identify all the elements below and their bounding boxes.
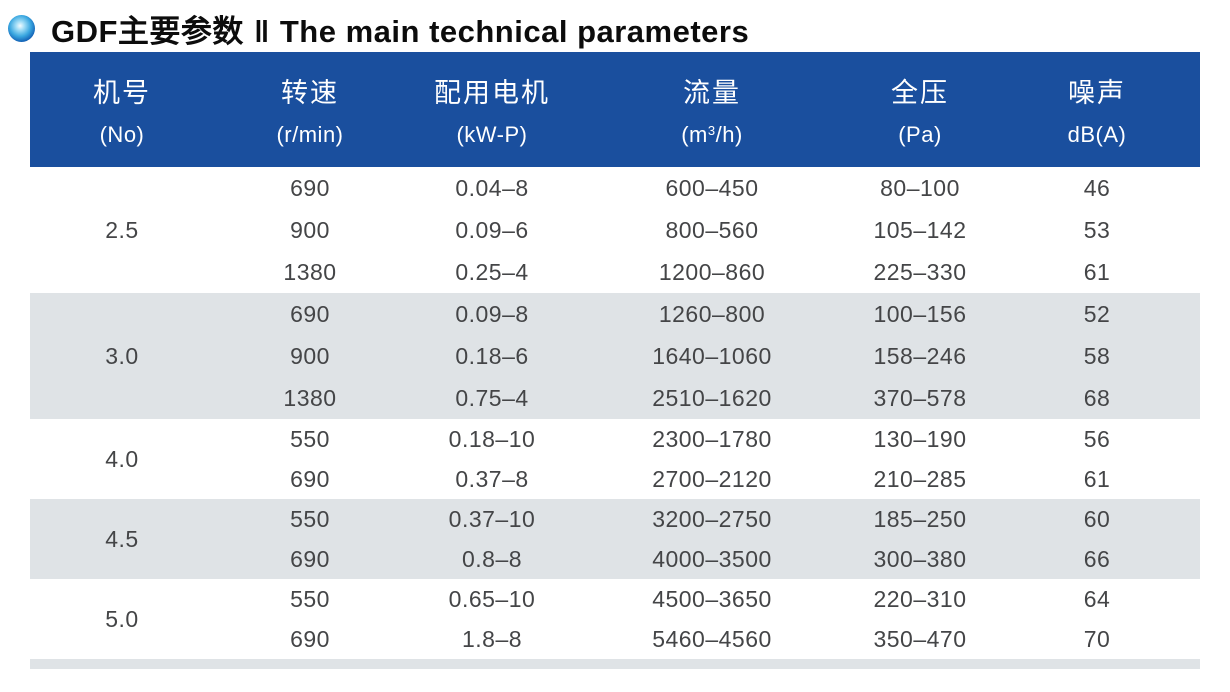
cell-speed: 550 [290,425,330,452]
table-row: 690 0.8–8 4000–3500 300–380 66 [30,539,1200,579]
cell-motor: 0.8–8 [406,539,578,579]
cell-speed: 900 [290,216,330,243]
title-bullet-icon [8,14,35,42]
col-header-pressure: 全压 (Pa) [846,52,994,167]
cell-speed: 690 [290,465,330,492]
cell-model-no: 2.5 [105,216,139,243]
table-row: 4.0 550 0.18–10 2300–1780 130–190 56 [30,419,1200,472]
cell-model-no: 5.0 [105,605,139,632]
cell-noise: 46 [1083,174,1111,201]
title-bar: GDF主要参数 ‖ The main technical parameters [0,0,1230,52]
cell-pressure: 225–330 [873,258,967,285]
cell-flow: 3200–2750 [578,499,846,539]
cell-noise: 52 [994,293,1200,335]
col-header-motor: 配用电机 (kW-P) [406,52,578,167]
table-row: 900 0.18–6 1640–1060 158–246 58 [30,335,1200,377]
page-title-zh: GDF主要参数 [51,13,244,49]
cell-speed: 690 [290,174,330,201]
cell-noise: 70 [1083,625,1111,652]
cell-flow: 1200–860 [658,258,766,285]
cell-pressure: 220–310 [873,585,967,612]
cell-pressure: 370–578 [846,377,994,419]
cell-motor: 0.25–4 [455,258,529,285]
cell-motor: 1.8–8 [461,625,523,652]
cell-flow: 600–450 [665,174,759,201]
cell-motor: 0.04–8 [455,174,529,201]
table-row: 900 0.09–6 800–560 105–142 53 [30,209,1200,251]
cell-flow: 1640–1060 [578,335,846,377]
cell-model-no: 3.0 [30,293,214,419]
cell-flow: 2700–2120 [652,465,772,492]
header-row: 机号 (No) 转速 (r/min) 配用电机 (kW-P) 流量 (m3/h)… [30,52,1200,167]
cell-flow: 2300–1780 [652,425,772,452]
col-header-model-no: 机号 (No) [30,52,214,167]
cell-noise: 64 [1083,585,1111,612]
cell-speed: 900 [214,335,406,377]
cell-motor: 0.37–8 [455,465,529,492]
table-row: 690 0.37–8 2700–2120 210–285 61 [30,459,1200,499]
cell-speed: 1380 [214,377,406,419]
cell-flow: 5460–4560 [652,625,772,652]
table-body: 2.5 690 0.04–8 600–450 80–100 46 900 0.0… [30,167,1200,659]
cell-speed: 550 [290,585,330,612]
col-header-noise: 噪声 dB(A) [994,52,1200,167]
cell-noise: 66 [994,539,1200,579]
cell-motor: 0.65–10 [448,585,536,612]
title-separator: ‖ [253,13,270,49]
cell-motor: 0.37–10 [406,499,578,539]
cell-noise: 56 [1083,425,1111,452]
cell-motor: 0.18–10 [448,425,536,452]
cell-noise: 68 [994,377,1200,419]
cell-flow: 4000–3500 [578,539,846,579]
cell-noise: 58 [994,335,1200,377]
table-row: 2.5 690 0.04–8 600–450 80–100 46 [30,167,1200,243]
cell-flow: 1260–800 [578,293,846,335]
cell-flow: 2510–1620 [578,377,846,419]
table-row: 3.0 690 0.09–8 1260–800 100–156 52 [30,293,1200,419]
cell-pressure: 350–470 [873,625,967,652]
cell-noise: 61 [1083,465,1111,492]
table-row: 690 1.8–8 5460–4560 350–470 70 [30,619,1200,659]
table-row: 4.5 550 0.37–10 3200–2750 185–250 60 [30,499,1200,579]
cell-pressure: 300–380 [846,539,994,579]
cell-speed: 690 [214,539,406,579]
table-row: 1380 0.25–4 1200–860 225–330 61 [30,251,1200,293]
cell-speed: 690 [290,625,330,652]
cell-pressure: 185–250 [846,499,994,539]
cell-speed: 690 [214,293,406,335]
next-row-partial [30,659,1200,669]
table-row: 5.0 550 0.65–10 4500–3650 220–310 64 [30,579,1200,632]
cell-model-no: 4.5 [30,499,214,579]
cell-motor: 0.75–4 [406,377,578,419]
cell-motor: 0.09–8 [406,293,578,335]
cell-pressure: 158–246 [846,335,994,377]
cell-flow: 800–560 [665,216,759,243]
cell-pressure: 130–190 [873,425,967,452]
cell-motor: 0.09–6 [455,216,529,243]
cell-pressure: 210–285 [873,465,967,492]
table-row: 1380 0.75–4 2510–1620 370–578 68 [30,377,1200,419]
cell-speed: 1380 [283,258,337,285]
col-header-flow: 流量 (m3/h) [578,52,846,167]
cell-flow: 4500–3650 [652,585,772,612]
cell-pressure: 80–100 [880,174,960,201]
cell-pressure: 100–156 [846,293,994,335]
parameters-table: 机号 (No) 转速 (r/min) 配用电机 (kW-P) 流量 (m3/h)… [30,52,1200,659]
col-header-speed: 转速 (r/min) [214,52,406,167]
cell-pressure: 105–142 [873,216,967,243]
cell-motor: 0.18–6 [406,335,578,377]
page-title-en: The main technical parameters [279,13,750,49]
cell-model-no: 4.0 [105,445,139,472]
table-header: 机号 (No) 转速 (r/min) 配用电机 (kW-P) 流量 (m3/h)… [30,52,1200,167]
page-title: GDF主要参数 ‖ The main technical parameters [51,6,749,51]
cell-noise: 61 [1083,258,1111,285]
cell-noise: 60 [994,499,1200,539]
cell-noise: 53 [1083,216,1111,243]
cell-speed: 550 [214,499,406,539]
